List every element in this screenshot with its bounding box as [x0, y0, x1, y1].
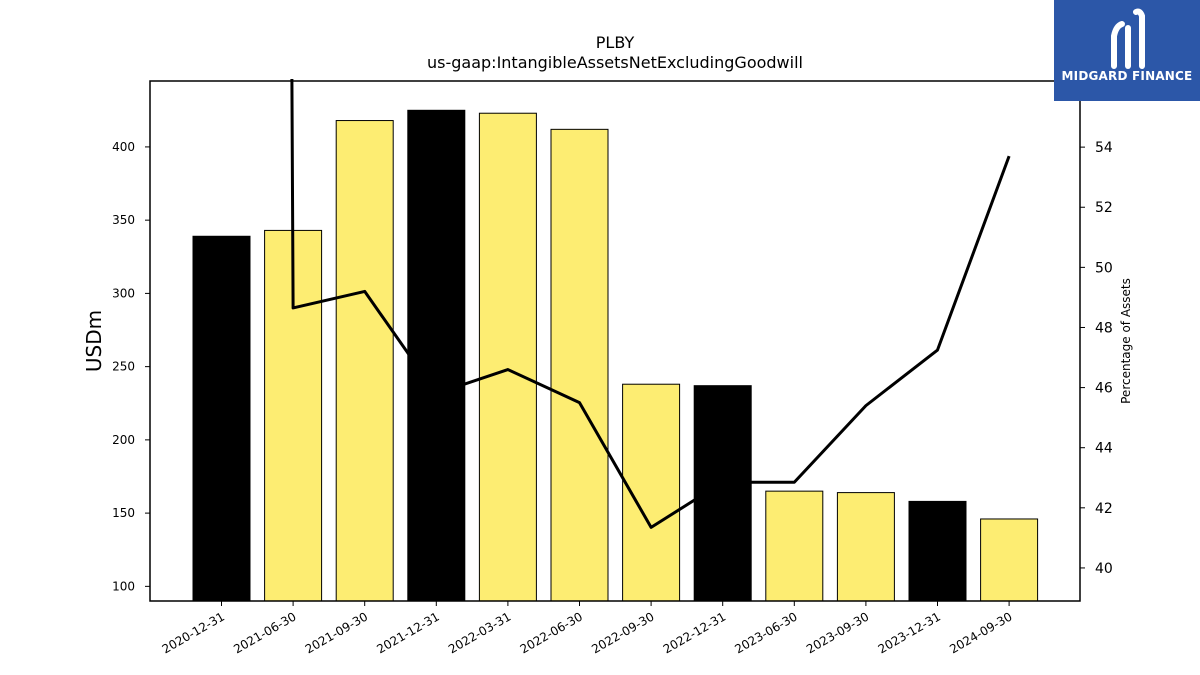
brand-logo: MIDGARD FINANCE	[1054, 0, 1200, 101]
chart-title: PLBY	[596, 33, 635, 52]
y-tick-label-250: 250	[112, 360, 135, 374]
x-tick-label-2022-09-30: 2022-09-30	[589, 609, 656, 656]
plot-frame	[149, 80, 1081, 602]
y-axis-label: USDm	[82, 310, 106, 372]
y2-tick-label-40: 40	[1095, 561, 1113, 577]
y-tick-label-300: 300	[112, 286, 135, 300]
percentage-of-assets-line	[290, 78, 1011, 529]
x-tick-label-2022-03-31: 2022-03-31	[446, 609, 513, 656]
x-tick-label-2021-12-31: 2021-12-31	[374, 609, 441, 656]
y-tick-label-200: 200	[112, 433, 135, 447]
bar-2023-09-30	[836, 492, 895, 602]
bar-2022-06-30	[550, 128, 609, 602]
x-tick-label-2020-12-31: 2020-12-31	[160, 609, 227, 656]
bar-2024-09-30	[980, 518, 1039, 602]
x-tick-label-2024-09-30: 2024-09-30	[947, 609, 1014, 656]
bar-2020-12-31	[192, 235, 251, 602]
y2-tick-label-46: 46	[1095, 381, 1113, 397]
x-tick-label-2022-06-30: 2022-06-30	[518, 609, 585, 656]
x-tick-label-2023-09-30: 2023-09-30	[804, 609, 871, 656]
bars-group	[192, 109, 1039, 602]
x-tick-label-2021-06-30: 2021-06-30	[231, 609, 298, 656]
y-tick-label-350: 350	[112, 213, 135, 227]
y-tick-label-100: 100	[112, 579, 135, 593]
y2-tick-label-54: 54	[1095, 140, 1113, 156]
x-axis: 2020-12-31 2021-06-30 2021-09-30 2021-12-31…	[160, 601, 1015, 656]
y2-tick-label-50: 50	[1095, 260, 1113, 276]
right-axis: 40 42 44 46 48 50 52 54	[1080, 140, 1113, 577]
left-axis: 100 150 200 250 300 350 400	[112, 140, 150, 593]
bar-2021-12-31	[407, 109, 466, 602]
x-tick-label-2022-12-31: 2022-12-31	[661, 609, 728, 656]
bar-2023-12-31	[908, 500, 967, 602]
y-tick-label-150: 150	[112, 506, 135, 520]
y2-axis-label: Percentage of Assets	[1119, 278, 1133, 404]
logo-mark-icon	[1111, 8, 1145, 69]
bar-2023-06-30	[765, 490, 824, 602]
bar-2021-09-30	[335, 120, 394, 602]
y2-tick-label-42: 42	[1095, 501, 1113, 517]
y2-tick-label-52: 52	[1095, 200, 1113, 216]
y2-tick-label-48: 48	[1095, 320, 1113, 336]
chart-subtitle: us-gaap:IntangibleAssetsNetExcludingGood…	[427, 53, 803, 72]
bar-2022-03-31	[478, 112, 537, 602]
x-tick-label-2021-09-30: 2021-09-30	[303, 609, 370, 656]
y2-tick-label-44: 44	[1095, 441, 1113, 457]
y-tick-label-400: 400	[112, 140, 135, 154]
line-group	[290, 78, 1011, 529]
logo-text: MIDGARD FINANCE	[1061, 69, 1193, 83]
x-tick-label-2023-06-30: 2023-06-30	[732, 609, 799, 656]
x-tick-label-2023-12-31: 2023-12-31	[876, 609, 943, 656]
